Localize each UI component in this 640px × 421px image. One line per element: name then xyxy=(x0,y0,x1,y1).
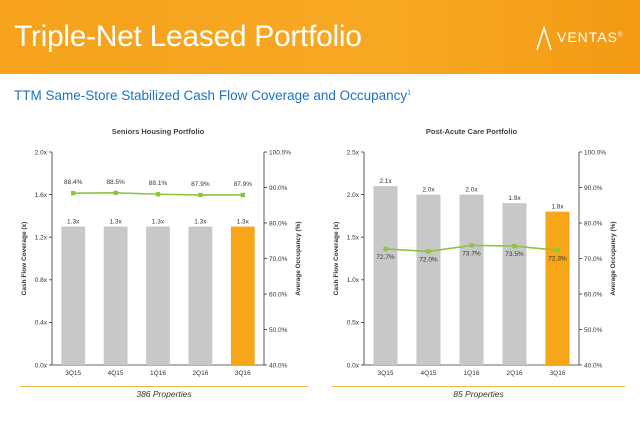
x-tick-label: 1Q16 xyxy=(150,370,166,377)
bar-2Q16 xyxy=(502,203,527,365)
occupancy-point xyxy=(426,249,431,254)
occupancy-data-label: 88.4% xyxy=(64,179,83,186)
bar-1Q16 xyxy=(459,194,484,365)
right-axis-label: Average Occupancy (%) xyxy=(610,221,617,295)
bar-data-label: 1.9x xyxy=(508,195,521,202)
right-tick-label: 40.0% xyxy=(584,362,603,369)
left-tick-label: 2.0x xyxy=(347,192,360,199)
x-tick-label: 3Q15 xyxy=(378,370,394,377)
page-title: Triple-Net Leased Portfolio xyxy=(14,20,362,53)
occupancy-point xyxy=(113,190,118,196)
right-tick-label: 90.0% xyxy=(269,185,288,192)
bar-data-label: 1.8x xyxy=(551,204,564,211)
occupancy-point xyxy=(383,246,388,252)
x-tick-label: 4Q15 xyxy=(108,370,124,377)
bar-3Q16 xyxy=(545,211,570,365)
left-tick-label: 0.0x xyxy=(347,362,360,369)
right-axis-label: Average Occupancy (%) xyxy=(295,221,302,295)
bar-data-label: 1.3x xyxy=(109,219,122,226)
bar-data-label: 1.3x xyxy=(67,219,80,226)
right-tick-label: 80.0% xyxy=(269,220,288,227)
occupancy-point xyxy=(240,192,245,198)
left-axis-label: Cash Flow Coverage (x) xyxy=(21,222,28,296)
occupancy-data-label: 88.5% xyxy=(106,179,125,186)
footer-rule-right xyxy=(332,386,625,387)
bar-data-label: 2.0x xyxy=(422,187,435,194)
header-banner: Triple-Net Leased Portfolio VENTAS® xyxy=(0,0,640,74)
bar-3Q16 xyxy=(230,226,255,365)
occupancy-data-label: 73.7% xyxy=(462,250,481,257)
chart-title: Post-Acute Care Portfolio xyxy=(426,127,518,136)
bar-data-label: 1.3x xyxy=(194,219,207,226)
left-tick-label: 1.6x xyxy=(35,192,48,199)
right-tick-label: 90.0% xyxy=(584,185,603,192)
bar-2Q16 xyxy=(188,226,213,365)
occupancy-data-label: 72.7% xyxy=(376,254,395,261)
right-tick-label: 70.0% xyxy=(584,256,603,263)
left-tick-label: 0.0x xyxy=(35,362,48,369)
left-tick-label: 1.5x xyxy=(347,235,360,242)
ventas-chevron-icon xyxy=(536,25,552,51)
right-tick-label: 100.0% xyxy=(269,149,291,156)
bar-4Q15 xyxy=(103,226,128,365)
right-tick-label: 70.0% xyxy=(269,256,288,263)
bar-data-label: 1.3x xyxy=(237,219,250,226)
bar-3Q15 xyxy=(61,226,86,365)
x-tick-label: 4Q15 xyxy=(421,370,437,377)
properties-count-right: 85 Properties xyxy=(453,389,504,399)
right-tick-label: 50.0% xyxy=(269,327,288,334)
x-tick-label: 3Q16 xyxy=(235,370,251,377)
right-tick-label: 60.0% xyxy=(269,291,288,298)
right-tick-label: 50.0% xyxy=(584,327,603,334)
left-tick-label: 0.5x xyxy=(347,320,360,327)
x-tick-label: 3Q16 xyxy=(550,370,566,377)
occupancy-point xyxy=(512,243,517,249)
bar-data-label: 2.1x xyxy=(379,178,392,185)
footer-rule-left xyxy=(20,386,308,387)
seniors-housing-chart: Seniors Housing Portfolio 0.0x 0.4x 0.8x 1.2… xyxy=(18,122,308,382)
occupancy-point xyxy=(198,192,203,198)
left-tick-label: 2.5x xyxy=(347,149,360,156)
occupancy-data-label: 72.0% xyxy=(419,256,438,263)
occupancy-data-label: 88.1% xyxy=(149,180,168,187)
right-tick-label: 60.0% xyxy=(584,291,603,298)
bar-1Q16 xyxy=(146,226,170,365)
occupancy-point xyxy=(155,192,161,197)
x-tick-label: 2Q16 xyxy=(192,370,208,377)
logo-text: VENTAS® xyxy=(557,29,624,45)
footnote-marker: 1 xyxy=(407,89,412,97)
x-tick-label: 2Q16 xyxy=(507,370,523,377)
right-tick-label: 80.0% xyxy=(584,220,603,227)
occupancy-point xyxy=(469,243,474,248)
occupancy-point xyxy=(71,190,76,196)
chart-svg-1: Post-Acute Care Portfolio 0.0x 0.5x 1.0x 1.5… xyxy=(333,127,617,377)
x-tick-label: 1Q16 xyxy=(464,370,480,377)
chart-subtitle: TTM Same-Store Stabilized Cash Flow Cove… xyxy=(14,88,412,103)
right-tick-label: 100.0% xyxy=(584,149,606,156)
bar-3Q15 xyxy=(373,186,398,365)
chart-svg-0: Seniors Housing Portfolio 0.0x 0.4x 0.8x 1.2… xyxy=(21,127,302,377)
occupancy-data-label: 72.3% xyxy=(548,255,567,262)
right-tick-label: 40.0% xyxy=(269,362,288,369)
bar-4Q15 xyxy=(416,194,441,365)
ventas-logo: VENTAS® xyxy=(535,22,635,56)
left-axis-label: Cash Flow Coverage (x) xyxy=(333,222,340,296)
left-tick-label: 1.2x xyxy=(35,235,48,242)
bar-data-label: 1.3x xyxy=(152,219,165,226)
occupancy-data-label: 87.9% xyxy=(191,181,210,188)
chart-title: Seniors Housing Portfolio xyxy=(112,127,205,136)
left-tick-label: 0.8x xyxy=(35,277,48,284)
occupancy-data-label: 87.9% xyxy=(234,181,253,188)
left-tick-label: 2.0x xyxy=(35,149,48,156)
properties-count-left: 386 Properties xyxy=(136,389,192,399)
post-acute-care-chart: Post-Acute Care Portfolio 0.0x 0.5x 1.0x 1.5… xyxy=(330,122,625,382)
x-tick-label: 3Q15 xyxy=(65,370,81,377)
occupancy-point xyxy=(555,248,560,253)
left-tick-label: 0.4x xyxy=(35,320,48,327)
bar-data-label: 2.0x xyxy=(465,187,478,194)
occupancy-data-label: 73.5% xyxy=(505,251,524,258)
left-tick-label: 1.0x xyxy=(347,277,360,284)
